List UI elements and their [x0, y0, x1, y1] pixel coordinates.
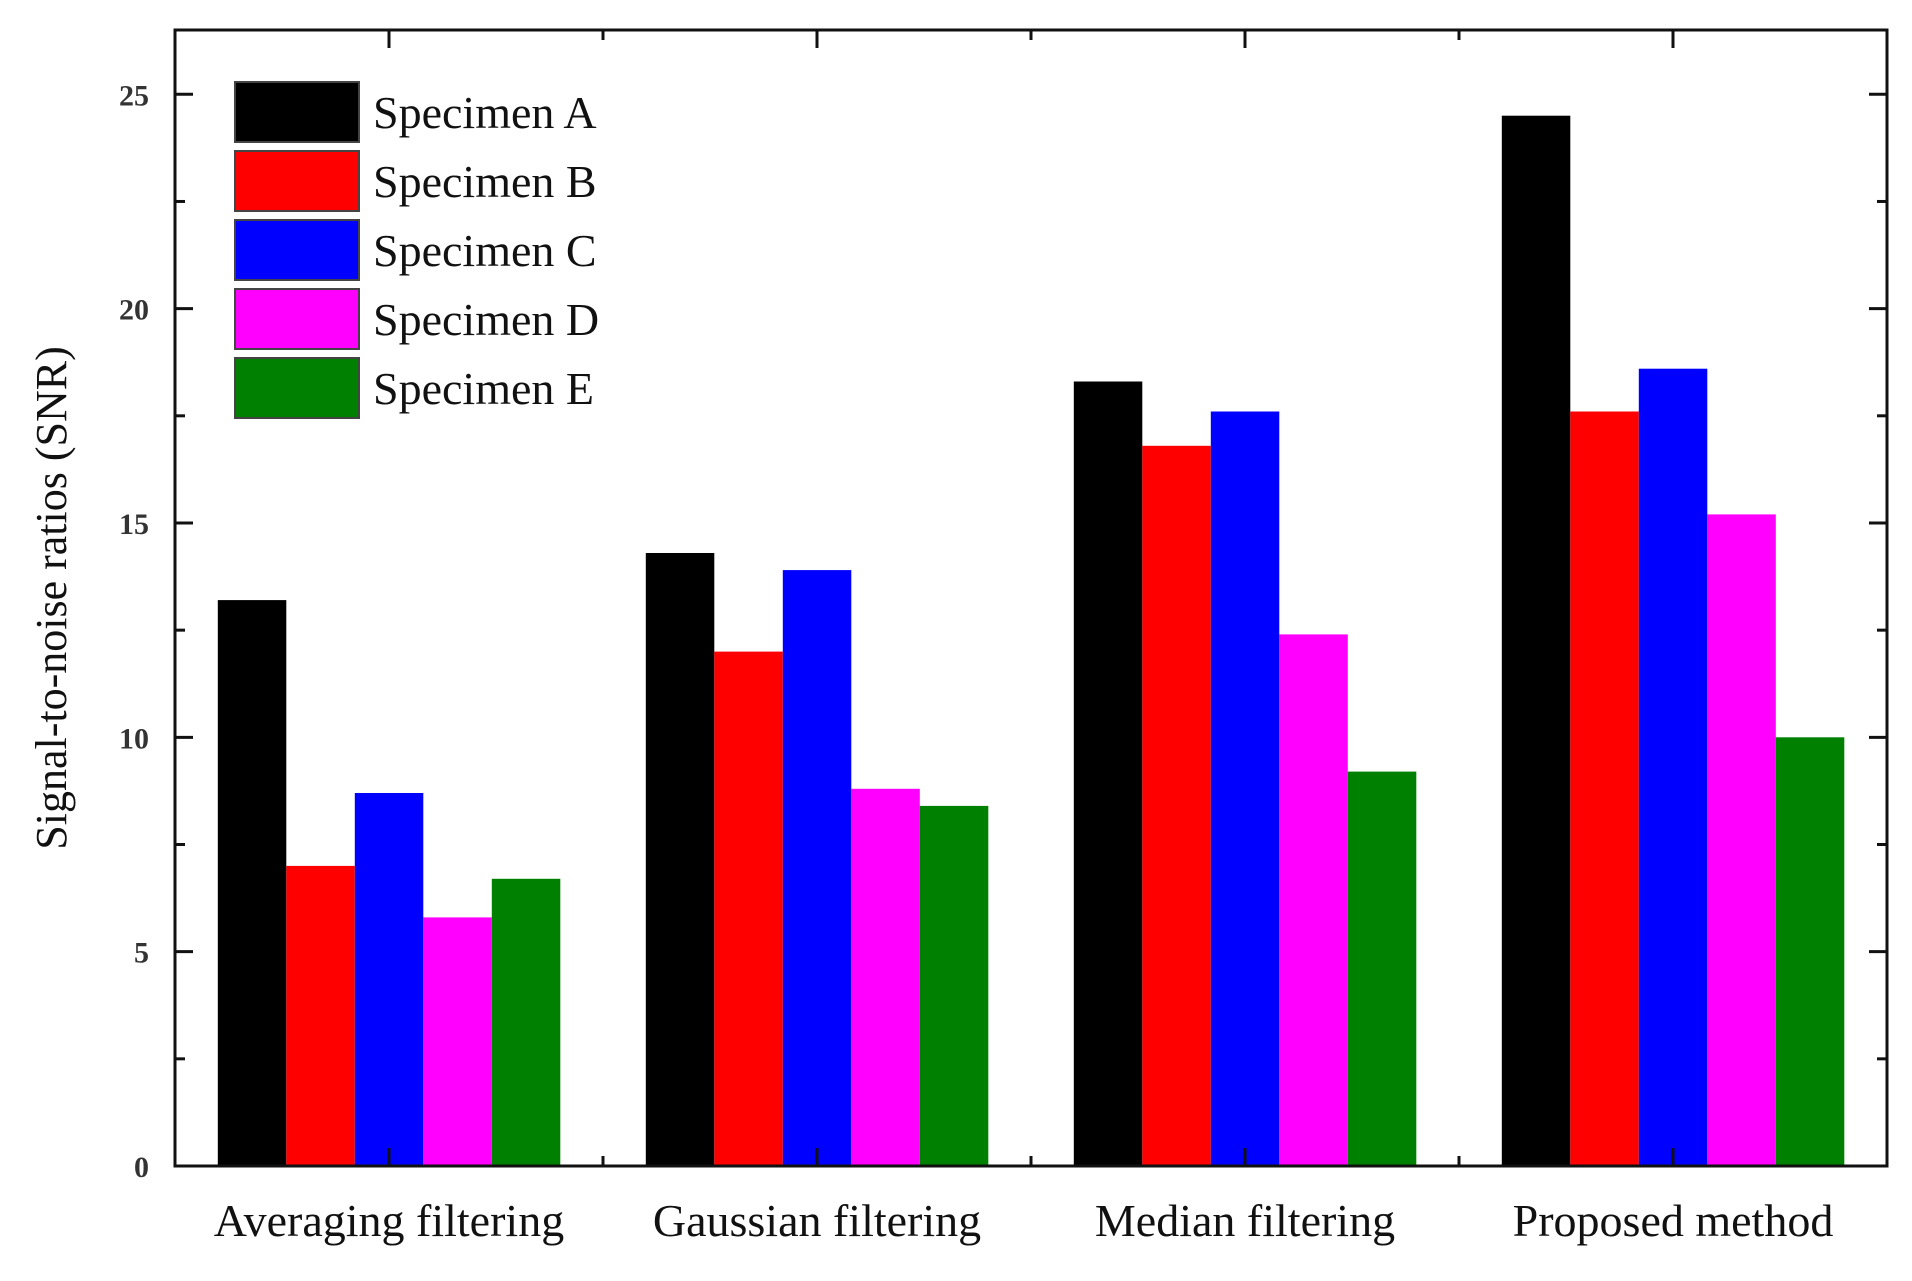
y-tick-labels: 0 5 10 15 20 25 [119, 79, 149, 1184]
bar-specimen-c-proposed-method [1638, 368, 1708, 1166]
bar-specimen-d-median-filtering [1279, 634, 1348, 1166]
category-label: Proposed method [1513, 1195, 1834, 1246]
bar-specimen-b-median-filtering [1142, 445, 1211, 1166]
bar-specimen-b-proposed-method [1570, 411, 1639, 1166]
bar-specimen-a-gaussian-filtering [645, 553, 715, 1166]
bar-specimen-d-proposed-method [1707, 514, 1776, 1166]
category-label: Median filtering [1095, 1195, 1395, 1246]
bar-specimen-c-averaging-filtering [354, 793, 424, 1166]
bar-specimen-e-proposed-method [1775, 737, 1845, 1166]
bar-specimen-e-gaussian-filtering [919, 805, 989, 1166]
bar-specimen-a-proposed-method [1501, 115, 1571, 1167]
bar-specimen-d-gaussian-filtering [851, 788, 920, 1166]
legend-swatch-specimen-d [234, 288, 360, 350]
bar-specimen-e-median-filtering [1347, 771, 1417, 1166]
legend: Specimen A Specimen B Specimen C Specimen D… [234, 81, 599, 419]
bar-specimen-a-averaging-filtering [217, 600, 287, 1166]
legend-label-specimen-c: Specimen C [373, 225, 597, 276]
bar-specimen-b-gaussian-filtering [714, 651, 783, 1166]
plot-frame [173, 28, 1889, 1168]
bar-specimen-c-gaussian-filtering [782, 570, 852, 1166]
bar-specimen-a-median-filtering [1073, 381, 1143, 1166]
legend-swatch-specimen-b [234, 150, 360, 212]
legend-swatch-specimen-c [234, 219, 360, 281]
bar-specimen-c-median-filtering [1210, 411, 1280, 1166]
category-label: Gaussian filtering [653, 1195, 981, 1246]
legend-label-specimen-b: Specimen B [373, 156, 597, 207]
y-tick-label: 10 [119, 722, 149, 755]
category-labels: Averaging filtering Gaussian filtering Med… [214, 1195, 1834, 1246]
legend-swatch-specimen-a [234, 81, 360, 143]
bars-layer [217, 115, 1845, 1167]
bar-specimen-d-averaging-filtering [423, 917, 492, 1166]
legend-label-specimen-a: Specimen A [373, 87, 597, 138]
y-tick-label: 5 [134, 937, 149, 970]
legend-label-specimen-e: Specimen E [373, 363, 594, 414]
legend-label-specimen-d: Specimen D [373, 294, 599, 345]
y-axis-title: Signal-to-noise ratios (SNR) [27, 346, 76, 850]
bar-specimen-b-averaging-filtering [286, 865, 355, 1166]
y-tick-label: 0 [134, 1151, 149, 1184]
bar-specimen-e-averaging-filtering [491, 878, 561, 1166]
y-tick-label: 25 [119, 79, 149, 112]
legend-swatch-specimen-e [234, 357, 360, 419]
y-tick-label: 20 [119, 294, 149, 327]
category-label: Averaging filtering [214, 1195, 564, 1246]
y-tick-label: 15 [119, 508, 149, 541]
